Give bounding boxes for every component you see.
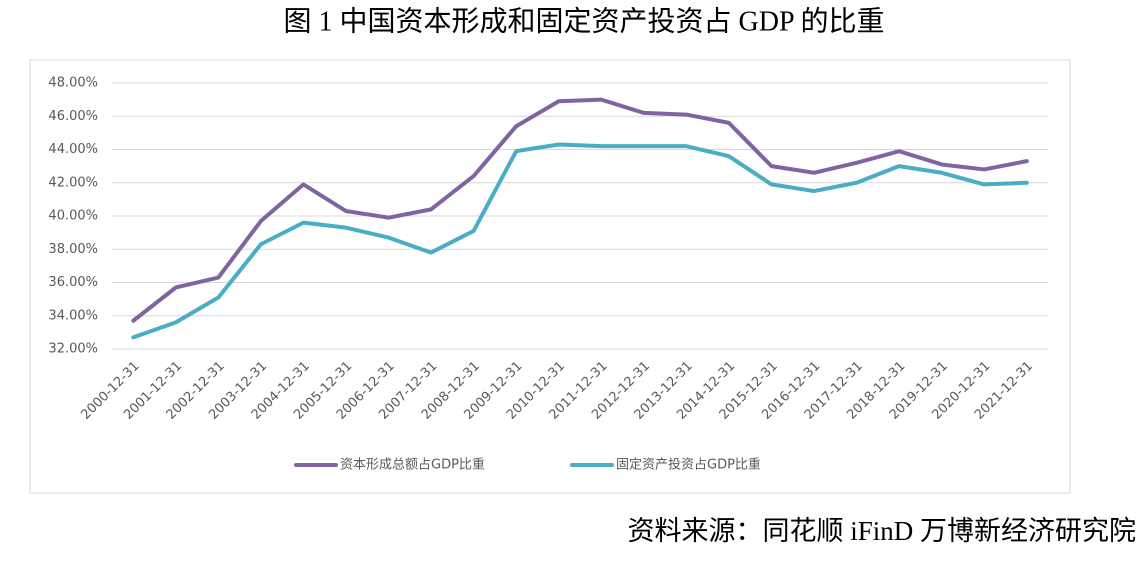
y-tick-label: 38.00%	[48, 242, 98, 257]
y-tick-label: 44.00%	[48, 142, 98, 157]
y-tick-label: 42.00%	[48, 175, 98, 190]
legend-label: 固定资产投资占GDP比重	[616, 457, 761, 473]
y-tick-label: 36.00%	[48, 275, 98, 290]
y-tick-label: 32.00%	[48, 342, 98, 357]
chart-frame	[29, 59, 1071, 494]
y-tick-label: 48.00%	[48, 76, 98, 91]
data-line	[131, 97, 1029, 323]
data-line	[131, 142, 1029, 340]
legend-label: 资本形成总额占GDP比重	[340, 457, 485, 473]
source-note: 资料来源：同花顺 iFinD 万博新经济研究院	[627, 516, 1136, 546]
y-tick-label: 46.00%	[48, 109, 98, 124]
y-tick-label: 40.00%	[48, 209, 98, 224]
chart-title: 图 1 中国资本形成和固定资产投资占 GDP 的比重	[284, 5, 885, 37]
y-tick-label: 34.00%	[48, 308, 98, 323]
